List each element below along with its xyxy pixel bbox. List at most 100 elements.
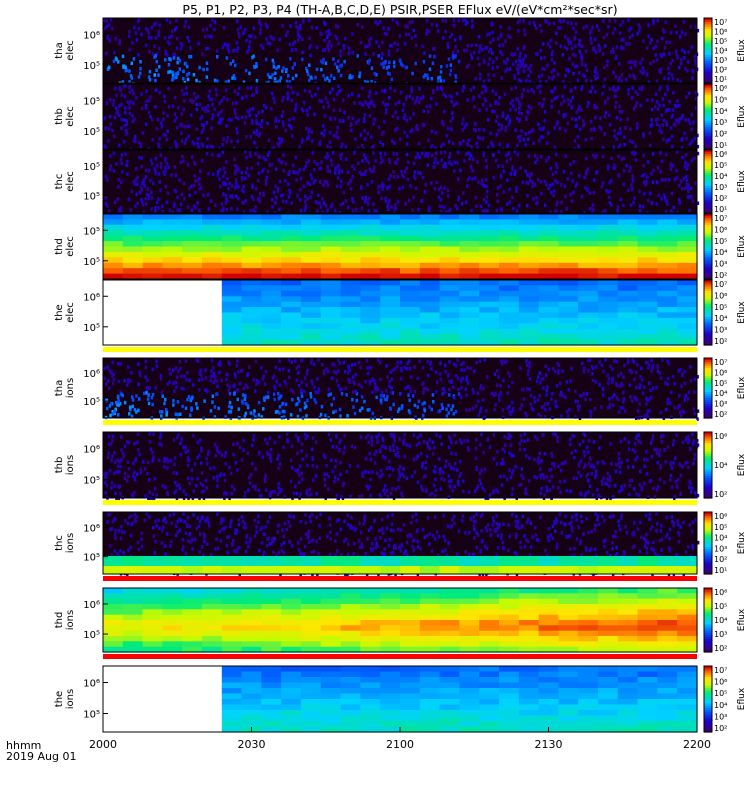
heatmap-cell bbox=[434, 493, 437, 498]
heatmap-cell bbox=[290, 48, 294, 52]
heatmap-cell bbox=[106, 34, 109, 38]
heatmap-cell bbox=[578, 334, 599, 341]
heatmap-cell bbox=[115, 57, 118, 62]
heatmap-cell bbox=[340, 214, 361, 220]
heatmap-cell bbox=[224, 160, 228, 164]
heatmap-cell bbox=[261, 301, 282, 308]
heatmap-cell bbox=[368, 39, 371, 43]
heatmap-cell bbox=[551, 90, 555, 94]
heatmap-cell bbox=[117, 177, 121, 182]
heatmap-cell bbox=[637, 280, 658, 286]
heatmap-cell bbox=[685, 460, 689, 465]
colorbar-swatch bbox=[704, 133, 712, 137]
colorbar-swatch bbox=[704, 65, 712, 69]
heatmap-cell bbox=[210, 34, 213, 39]
heatmap-cell bbox=[259, 27, 262, 32]
heatmap-cell bbox=[402, 103, 405, 107]
heatmap-cell bbox=[531, 407, 535, 412]
heatmap-cell bbox=[538, 219, 559, 226]
heatmap-cell bbox=[540, 458, 543, 463]
heatmap-cell bbox=[519, 59, 522, 63]
heatmap-cell bbox=[319, 180, 322, 184]
heatmap-cell bbox=[122, 224, 144, 231]
heatmap-cell bbox=[382, 130, 385, 134]
colorbar-swatch bbox=[704, 231, 712, 235]
heatmap-cell bbox=[402, 474, 406, 478]
heatmap-cell bbox=[326, 144, 329, 148]
heatmap-cell bbox=[650, 118, 653, 122]
heatmap-cell bbox=[551, 77, 554, 81]
heatmap-cell bbox=[244, 68, 248, 73]
heatmap-cell bbox=[619, 143, 622, 147]
heatmap-cell bbox=[274, 184, 277, 189]
heatmap-cell bbox=[326, 46, 329, 50]
heatmap-cell bbox=[430, 22, 434, 27]
heatmap-cell bbox=[515, 116, 519, 121]
heatmap-cell bbox=[454, 73, 457, 78]
heatmap-cell bbox=[301, 339, 322, 346]
heatmap-cell bbox=[205, 47, 208, 51]
heatmap-cell bbox=[637, 328, 658, 335]
heatmap-cell bbox=[525, 413, 528, 418]
heatmap-cell bbox=[478, 108, 481, 112]
heatmap-cell bbox=[673, 177, 676, 182]
heatmap-cell bbox=[430, 491, 434, 496]
heatmap-cell bbox=[126, 440, 129, 444]
heatmap-cell bbox=[499, 32, 503, 37]
heatmap-cell bbox=[497, 164, 500, 168]
heatmap-cell bbox=[479, 296, 500, 303]
heatmap-cell bbox=[615, 359, 618, 364]
heatmap-cell bbox=[595, 473, 598, 477]
heatmap-cell bbox=[211, 394, 215, 398]
heatmap-cell bbox=[445, 414, 449, 418]
heatmap-cell bbox=[419, 290, 441, 297]
heatmap-cell bbox=[396, 22, 400, 26]
heatmap-cell bbox=[389, 86, 392, 90]
heatmap-cell bbox=[450, 95, 453, 99]
heatmap-cell bbox=[273, 77, 277, 81]
heatmap-cell bbox=[301, 301, 322, 308]
heatmap-cell bbox=[400, 404, 404, 408]
heatmap-cell bbox=[499, 257, 520, 264]
heatmap-cell bbox=[665, 120, 668, 124]
heatmap-cell bbox=[300, 107, 304, 111]
heatmap-cell bbox=[580, 194, 584, 199]
heatmap-cell bbox=[287, 195, 291, 199]
colorbar-swatch bbox=[704, 303, 712, 307]
heatmap-cell bbox=[635, 492, 638, 496]
heatmap-cell bbox=[632, 360, 636, 364]
heatmap-cell bbox=[164, 133, 167, 138]
heatmap-cell bbox=[443, 150, 447, 154]
heatmap-cell bbox=[247, 173, 250, 178]
heatmap-cell bbox=[392, 170, 395, 174]
heatmap-cell bbox=[447, 194, 450, 198]
heatmap-cell bbox=[625, 164, 628, 168]
heatmap-cell bbox=[617, 262, 639, 269]
heatmap-cell bbox=[620, 72, 624, 77]
heatmap-cell bbox=[507, 122, 511, 127]
heatmap-cell bbox=[120, 392, 123, 396]
heatmap-cell bbox=[200, 142, 203, 146]
heatmap-cell bbox=[261, 262, 282, 269]
heatmap-cell bbox=[508, 117, 512, 122]
heatmap-cell bbox=[601, 91, 604, 96]
heatmap-cell bbox=[342, 119, 345, 123]
heatmap-cell bbox=[141, 131, 144, 135]
heatmap-cell bbox=[530, 88, 533, 92]
heatmap-cell bbox=[321, 210, 325, 215]
heatmap-cell bbox=[360, 328, 381, 335]
heatmap-cell bbox=[574, 54, 577, 58]
heatmap-cell bbox=[631, 465, 635, 469]
heatmap-cell bbox=[681, 114, 684, 118]
heatmap-cell bbox=[246, 86, 249, 90]
heatmap-cell bbox=[528, 172, 532, 176]
heatmap-cell bbox=[479, 312, 500, 319]
heatmap-cell bbox=[255, 382, 258, 387]
heatmap-cell bbox=[308, 46, 311, 50]
heatmap-cell bbox=[496, 114, 499, 119]
heatmap-cell bbox=[255, 78, 259, 83]
heatmap-cell bbox=[590, 136, 593, 141]
heatmap-cell bbox=[169, 458, 173, 463]
heatmap-cell bbox=[267, 80, 270, 85]
